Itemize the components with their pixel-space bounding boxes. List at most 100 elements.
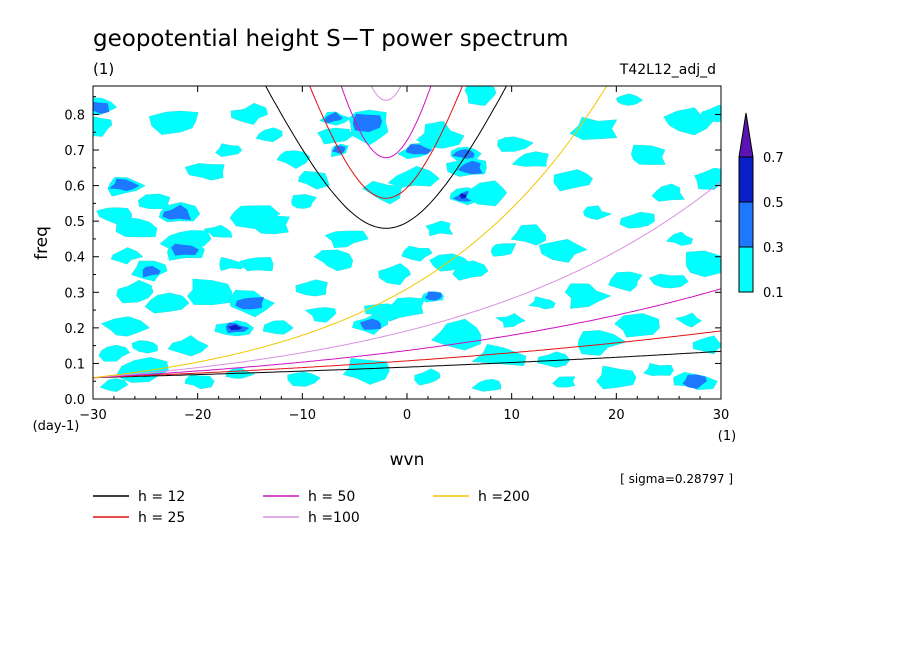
y-tick-label: 0.5: [64, 215, 85, 230]
field-patch: [297, 170, 330, 190]
lower-curve: [93, 288, 721, 379]
field-patch: [255, 127, 283, 143]
y-tick-label: 0.0: [64, 393, 85, 408]
colorbar-segment: [738, 246, 754, 293]
field-patch: [184, 163, 225, 181]
field-patch: [317, 127, 353, 145]
field-patch: [100, 316, 151, 337]
upper-curve: [340, 86, 432, 159]
x-axis: −30 −20 −10 0 10 20 30: [79, 86, 729, 423]
x-tick-label: 30: [713, 408, 730, 423]
field-patch: [424, 291, 442, 301]
field-patch: [138, 193, 171, 210]
field-patch: [583, 205, 613, 220]
lower-curve: [93, 181, 721, 379]
field-patch: [291, 194, 318, 209]
y-tick-label: 0.6: [64, 180, 85, 195]
field-patch: [414, 368, 441, 386]
upper-curve: [309, 86, 463, 199]
field-patch: [425, 220, 454, 237]
field-patch: [651, 183, 686, 202]
field-patch: [324, 112, 344, 124]
colorbar-label: 0.7: [763, 151, 784, 166]
field-patch: [457, 160, 483, 175]
field-patch: [115, 217, 158, 238]
field-patch: [564, 283, 612, 309]
field-patch: [378, 263, 412, 286]
colorbar-label: 0.5: [763, 196, 784, 211]
legend: h = 12 h = 25 h = 50 h =100 h =200: [93, 489, 530, 526]
field-patch: [352, 113, 383, 133]
field-patch: [93, 116, 113, 137]
field-patch: [215, 143, 243, 157]
legend-label: h =200: [478, 489, 530, 505]
upper-curve: [265, 86, 508, 229]
dispersion-curves: [93, 86, 721, 379]
field-patch: [552, 376, 576, 388]
legend-label: h =100: [308, 510, 360, 526]
field-patch: [361, 180, 403, 205]
lower-curve: [93, 330, 721, 379]
chart-subtitle-left: (1): [93, 60, 114, 78]
x-axis-label: wvn: [390, 450, 425, 470]
field-patch: [596, 365, 637, 390]
field-patch: [360, 318, 382, 330]
x-unit-label: (1): [718, 429, 736, 444]
colorbar-segment: [738, 201, 754, 248]
field-patch: [142, 265, 161, 278]
y-tick-label: 0.2: [64, 322, 85, 337]
field-patch: [98, 344, 131, 362]
field-patch: [235, 297, 265, 310]
field-patch: [569, 116, 618, 140]
field-patch: [694, 167, 721, 190]
field-patch: [608, 271, 643, 292]
field-patch: [471, 378, 502, 392]
y-tick-label: 0.8: [64, 108, 85, 123]
field-patch: [162, 204, 192, 221]
field-patch: [171, 243, 200, 256]
field-patch: [131, 340, 158, 354]
colorbar-label: 0.3: [763, 241, 784, 256]
field-patch: [631, 144, 666, 165]
field-patch: [430, 318, 482, 351]
field-patch: [230, 102, 268, 125]
chart-title: geopotential height S−T power spectrum: [93, 26, 569, 52]
field-patch: [148, 110, 199, 135]
y-unit-label: (day-1): [33, 419, 80, 434]
field-patch: [494, 313, 526, 328]
colorbar-extend: [738, 112, 754, 158]
field-patch: [229, 205, 281, 230]
field-patch: [219, 256, 247, 272]
sigma-note: [ sigma=0.28797 ]: [620, 472, 733, 486]
field-patch: [510, 224, 547, 246]
field-patch: [203, 224, 233, 238]
field-patch: [615, 93, 644, 106]
field-patch: [116, 279, 154, 304]
field-patch: [401, 245, 433, 262]
x-tick-label: −10: [289, 408, 316, 423]
colorbar-segment: [738, 156, 754, 203]
field-patch: [186, 278, 233, 306]
field-patch: [537, 351, 571, 368]
legend-label: h = 50: [308, 489, 355, 505]
field-patch: [262, 320, 294, 335]
y-axis: 0.0 0.1 0.2 0.3 0.4 0.5 0.6 0.7 0.8: [64, 96, 721, 408]
field-patch: [528, 296, 556, 310]
field-patch: [184, 374, 215, 390]
field-patch: [464, 86, 497, 106]
field-patch: [511, 151, 549, 167]
colorbar: 0.7 0.5 0.3 0.1: [738, 112, 784, 301]
field-patch: [109, 178, 140, 192]
field-patch: [405, 144, 432, 155]
field-patch: [682, 374, 707, 389]
lower-curve: [93, 86, 608, 379]
field-patch: [115, 357, 169, 383]
chart-subtitle-right: T42L12_adj_d: [619, 62, 716, 78]
field-patch: [538, 239, 588, 263]
y-tick-label: 0.7: [64, 144, 85, 159]
field-patch: [295, 279, 328, 297]
field-patch: [313, 249, 354, 272]
field-patch: [167, 335, 209, 357]
x-tick-label: −30: [79, 408, 106, 423]
